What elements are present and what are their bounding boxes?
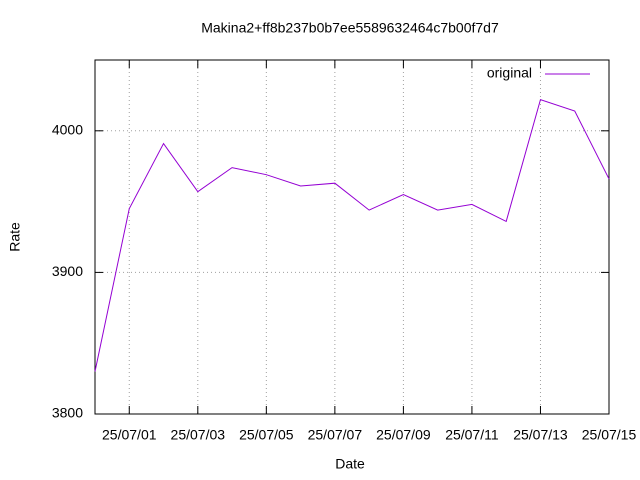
x-tick-label: 25/07/05 [239, 427, 294, 443]
plot-frame [94, 59, 610, 415]
x-tick-label: 25/07/07 [308, 427, 363, 443]
x-tick-label: 25/07/15 [582, 427, 637, 443]
x-tick-label: 25/07/03 [171, 427, 226, 443]
chart-title: Makina2+ff8b237b0b7ee5589632464c7b00f7d7 [201, 20, 499, 36]
y-tick-label: 3900 [52, 263, 83, 279]
data-line [94, 99, 610, 372]
x-tick-label: 25/07/13 [513, 427, 568, 443]
y-axis-label: Rate [7, 222, 23, 252]
y-tick-label: 4000 [52, 122, 83, 138]
legend-label: original [487, 65, 532, 81]
y-tick-label: 3800 [52, 405, 83, 421]
x-tick-label: 25/07/01 [102, 427, 157, 443]
x-axis-label: Date [335, 456, 365, 472]
x-tick-label: 25/07/09 [376, 427, 431, 443]
x-tick-label: 25/07/11 [445, 427, 499, 443]
